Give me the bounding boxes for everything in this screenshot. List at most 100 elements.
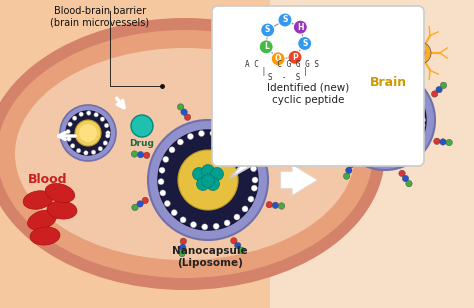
Circle shape <box>434 138 440 144</box>
Circle shape <box>251 166 256 172</box>
Circle shape <box>278 149 284 156</box>
Circle shape <box>234 214 240 220</box>
Text: H: H <box>297 23 303 32</box>
Ellipse shape <box>30 227 60 245</box>
FancyArrowPatch shape <box>281 165 317 195</box>
Ellipse shape <box>0 30 373 278</box>
Circle shape <box>184 114 191 120</box>
Circle shape <box>171 210 177 216</box>
Circle shape <box>335 70 435 170</box>
Circle shape <box>60 105 116 161</box>
Circle shape <box>368 82 373 87</box>
Circle shape <box>346 167 352 173</box>
Circle shape <box>386 110 398 120</box>
Circle shape <box>169 147 175 153</box>
Circle shape <box>213 223 219 229</box>
Circle shape <box>261 23 274 37</box>
Circle shape <box>104 123 109 128</box>
Circle shape <box>177 104 184 110</box>
Ellipse shape <box>47 201 77 219</box>
Circle shape <box>343 173 350 179</box>
Circle shape <box>411 142 417 147</box>
Circle shape <box>409 42 431 64</box>
Circle shape <box>98 147 102 151</box>
Circle shape <box>431 91 438 97</box>
Circle shape <box>278 13 292 27</box>
Circle shape <box>380 115 391 125</box>
Circle shape <box>380 107 391 117</box>
Circle shape <box>164 201 170 206</box>
Circle shape <box>163 156 169 162</box>
Circle shape <box>180 244 186 251</box>
Ellipse shape <box>0 18 385 290</box>
Circle shape <box>343 69 349 75</box>
Circle shape <box>394 62 400 68</box>
Circle shape <box>91 150 96 154</box>
Circle shape <box>374 154 378 159</box>
Circle shape <box>160 190 166 196</box>
Circle shape <box>402 175 409 182</box>
Circle shape <box>210 130 216 136</box>
Circle shape <box>373 110 383 120</box>
Circle shape <box>148 120 268 240</box>
Circle shape <box>440 139 446 145</box>
Circle shape <box>383 117 394 128</box>
Circle shape <box>364 150 368 156</box>
Circle shape <box>417 133 422 138</box>
Circle shape <box>224 220 230 226</box>
Circle shape <box>302 35 318 51</box>
Circle shape <box>103 141 108 145</box>
Circle shape <box>94 112 98 117</box>
Circle shape <box>137 152 144 158</box>
Circle shape <box>266 201 273 208</box>
Circle shape <box>375 117 386 128</box>
Circle shape <box>314 124 320 130</box>
Circle shape <box>66 111 110 155</box>
Circle shape <box>84 151 88 155</box>
Circle shape <box>177 139 183 145</box>
Circle shape <box>347 104 352 110</box>
Circle shape <box>298 36 312 51</box>
Ellipse shape <box>27 210 56 230</box>
Circle shape <box>353 67 364 79</box>
Circle shape <box>345 115 350 120</box>
Circle shape <box>248 196 254 202</box>
Circle shape <box>235 242 241 249</box>
Circle shape <box>436 87 442 93</box>
Circle shape <box>67 137 71 141</box>
Circle shape <box>144 152 150 159</box>
Circle shape <box>79 112 83 116</box>
Circle shape <box>326 120 332 126</box>
Circle shape <box>238 247 245 253</box>
Circle shape <box>346 61 370 85</box>
Text: |        |: | | <box>256 67 308 76</box>
Text: Blood: Blood <box>28 173 68 186</box>
Circle shape <box>337 65 344 71</box>
Circle shape <box>202 224 208 230</box>
Circle shape <box>359 87 364 93</box>
Circle shape <box>68 122 72 126</box>
Circle shape <box>355 144 360 149</box>
Text: Drug: Drug <box>129 139 155 148</box>
Circle shape <box>415 48 425 58</box>
Circle shape <box>384 156 389 160</box>
Circle shape <box>420 117 426 123</box>
Circle shape <box>389 80 394 85</box>
Text: Nanocapsule
(Liposome): Nanocapsule (Liposome) <box>172 246 248 268</box>
Circle shape <box>237 106 244 112</box>
Ellipse shape <box>46 184 75 203</box>
Circle shape <box>199 131 204 136</box>
Circle shape <box>399 83 404 88</box>
Text: Brain: Brain <box>369 76 407 89</box>
Circle shape <box>399 170 405 176</box>
Text: P: P <box>292 53 298 62</box>
Circle shape <box>207 177 219 191</box>
Circle shape <box>181 109 187 115</box>
Circle shape <box>408 89 413 94</box>
Circle shape <box>210 168 224 180</box>
Circle shape <box>71 144 75 148</box>
Text: O: O <box>275 54 282 63</box>
Circle shape <box>320 121 327 128</box>
Circle shape <box>352 95 357 100</box>
Polygon shape <box>230 160 262 178</box>
